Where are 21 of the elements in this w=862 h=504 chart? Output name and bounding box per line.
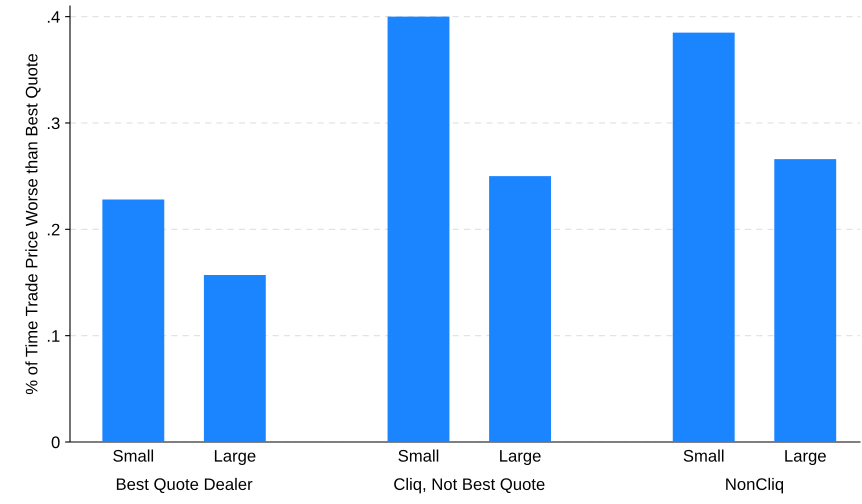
y-tick-label: 0 [52, 436, 60, 448]
x-tick-label: Cliq, Not Best Quote [394, 478, 544, 494]
bar [672, 32, 735, 442]
text: Small [684, 449, 724, 462]
series-label: Small [113, 449, 154, 462]
bar [102, 200, 164, 442]
text: Large [785, 450, 826, 466]
series-label: Large [214, 450, 256, 466]
y-tick-label: .3 [48, 117, 60, 130]
y-axis-title: % of Time Trade Price Worse than Best Quote [25, 54, 41, 394]
bar [204, 275, 266, 442]
y-tick-label: .2 [48, 224, 60, 236]
y-tick-label: .1 [48, 330, 60, 342]
text: Small [398, 449, 438, 462]
bar [489, 176, 551, 442]
y-tick-label: .4 [48, 11, 60, 23]
bar [774, 159, 836, 442]
text: Large [500, 450, 541, 466]
x-tick-label: Best Quote Dealer [116, 478, 252, 494]
bar [388, 16, 450, 442]
x-tick-label: NonCliq [726, 478, 784, 494]
